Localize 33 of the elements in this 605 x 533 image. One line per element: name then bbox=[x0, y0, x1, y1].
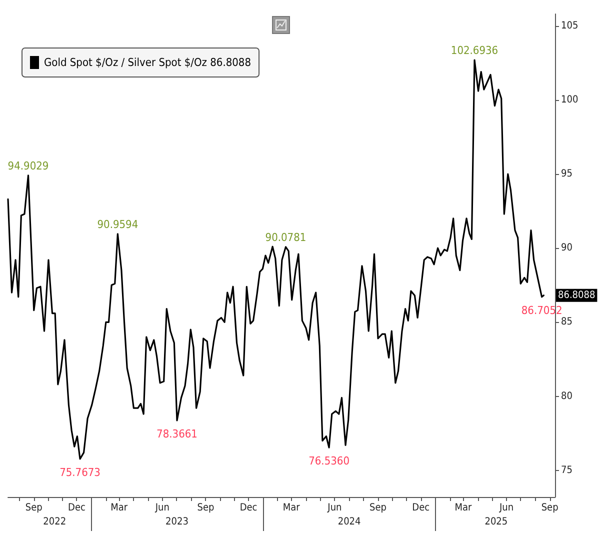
x-tick-label: Sep bbox=[197, 502, 214, 514]
y-tick-label: 75 bbox=[561, 464, 572, 476]
x-tick-label: Mar bbox=[454, 502, 472, 514]
annotation: 90.0781 bbox=[265, 230, 306, 244]
y-tick-label: 85 bbox=[561, 316, 572, 328]
x-tick-label: Mar bbox=[282, 502, 300, 514]
y-tick-label: 100 bbox=[561, 94, 578, 106]
x2-tick-label: 2024 bbox=[338, 516, 362, 528]
x-tick-label: Dec bbox=[68, 502, 86, 514]
x2-tick-label: 2023 bbox=[166, 516, 188, 528]
annotation: 94.9029 bbox=[8, 159, 49, 172]
annotation: 76.5360 bbox=[308, 454, 350, 468]
x-tick-label: Dec bbox=[412, 502, 430, 514]
y-tick-label: 80 bbox=[561, 390, 573, 402]
legend-label: Gold Spot $/Oz / Silver Spot $/Oz 86.8088 bbox=[44, 56, 252, 69]
x-tick-label: Sep bbox=[541, 502, 559, 514]
y-tick-label: 95 bbox=[561, 168, 572, 180]
x2-tick-label: 2025 bbox=[484, 516, 508, 528]
annotation: 78.3661 bbox=[156, 427, 198, 440]
annotation: 86.8088 bbox=[558, 290, 596, 301]
x-tick-label: Dec bbox=[240, 502, 258, 514]
annotation: 102.6936 bbox=[450, 44, 498, 58]
x-tick-label: Sep bbox=[370, 502, 387, 514]
y-tick-label: 90 bbox=[561, 242, 573, 254]
annotation: 90.9594 bbox=[97, 218, 138, 231]
x-tick-label: Sep bbox=[25, 502, 43, 514]
x-tick-label: Jun bbox=[326, 502, 342, 514]
x-tick-label: Jun bbox=[498, 502, 514, 514]
x-tick-label: Jun bbox=[154, 502, 170, 514]
x-tick-label: Mar bbox=[110, 502, 128, 514]
x2-tick-label: 2022 bbox=[43, 516, 66, 528]
y-tick-label: 105 bbox=[561, 20, 578, 32]
annotation: 75.7673 bbox=[60, 466, 100, 479]
